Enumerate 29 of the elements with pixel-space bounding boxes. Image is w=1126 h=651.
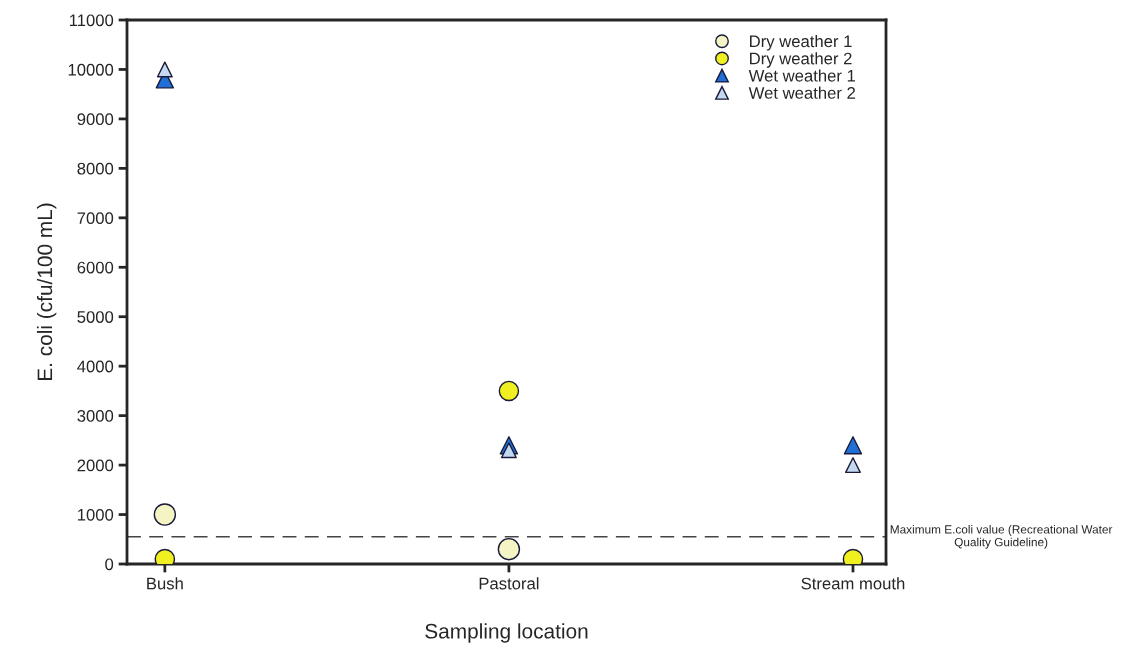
y-tick-label: 6000 <box>77 261 114 274</box>
y-tick-label: 8000 <box>77 162 114 175</box>
x-tick-label: Bush <box>147 577 183 590</box>
y-tick-label: 4000 <box>77 360 114 373</box>
point <box>843 436 863 455</box>
y-tick-label: 3000 <box>77 410 114 422</box>
legend-label: Dry weather 1 <box>750 35 852 51</box>
x-axis-title: Sampling location <box>425 623 588 643</box>
y-tick-label: 0 <box>105 558 114 571</box>
y-tick-label: 2000 <box>77 459 114 472</box>
legend-label: Dry weather 2 <box>750 52 852 68</box>
point <box>844 457 861 474</box>
y-tick-label: 5000 <box>77 311 114 323</box>
point <box>500 442 517 459</box>
y-tick-label: 11000 <box>69 14 114 27</box>
y-axis-title: E. coli (cfu/100 mL) <box>36 203 57 381</box>
x-tick-label: Stream mouth <box>801 577 905 590</box>
ref-line-label: Maximum E.coli value (Recreational Water Quality Guideline) <box>890 524 1113 549</box>
point <box>497 537 521 561</box>
legend-label: Wet weather 2 <box>748 86 855 99</box>
y-tick-label: 1000 <box>78 508 114 521</box>
x-tick-label: Pastoral <box>479 577 539 590</box>
y-tick-label: 7000 <box>77 212 114 225</box>
y-tick-label: 9000 <box>77 113 114 126</box>
y-tick-label: 10000 <box>68 63 114 76</box>
point <box>498 380 520 402</box>
point <box>153 503 177 526</box>
legend-label: Wet weather 1 <box>748 69 856 82</box>
point <box>156 61 173 78</box>
